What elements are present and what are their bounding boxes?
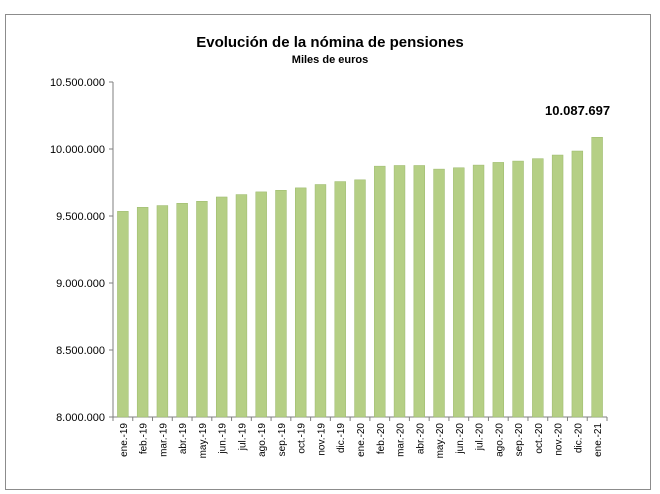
- x-tick-label: may.-20: [435, 423, 446, 459]
- x-tick-label: ene.-20: [356, 423, 367, 457]
- x-tick-label: oct.-19: [297, 423, 308, 454]
- x-tick-label: abr.-20: [415, 423, 426, 455]
- bar: [374, 165, 386, 418]
- y-tick-label: 8.000.000: [56, 412, 105, 424]
- bar: [591, 136, 603, 418]
- bar: [275, 190, 287, 418]
- x-tick-label: sep.-19: [277, 423, 288, 457]
- x-tick-label: abr.-19: [178, 423, 189, 455]
- bar: [255, 191, 267, 418]
- x-tick-label: ago.-19: [257, 423, 268, 457]
- bar: [196, 201, 208, 418]
- x-tick-label: mar.-20: [396, 423, 407, 457]
- bar: [393, 165, 406, 418]
- x-tick-label: jul.-20: [475, 423, 486, 452]
- bar: [176, 203, 188, 418]
- bar: [314, 184, 327, 418]
- x-tick-label: mar.-19: [158, 423, 169, 457]
- y-tick-label: 9.000.000: [56, 278, 105, 290]
- x-tick-label: oct.-20: [534, 423, 545, 454]
- bar: [453, 167, 465, 418]
- bar: [433, 168, 445, 418]
- bar: [551, 154, 564, 418]
- y-tick-label: 10.000.000: [50, 144, 105, 156]
- bar: [117, 211, 129, 418]
- x-tick-label: feb.-19: [139, 423, 150, 455]
- data-label-annotation: 10.087.697: [545, 103, 610, 118]
- x-tick-label: ago.-20: [494, 423, 505, 457]
- bar: [571, 150, 584, 418]
- y-tick-label: 9.500.000: [56, 211, 105, 223]
- x-tick-label: nov.-20: [554, 423, 565, 456]
- x-tick-label: sep.-20: [514, 423, 525, 457]
- y-tick-label: 10.500.000: [50, 77, 105, 89]
- bar: [215, 196, 228, 418]
- x-tick-label: ene.-19: [119, 423, 130, 457]
- x-tick-label: nov.-19: [316, 423, 327, 456]
- x-tick-label: feb.-20: [376, 423, 387, 455]
- y-tick-label: 8.500.000: [56, 345, 105, 357]
- chart-subtitle: Miles de euros: [291, 54, 369, 66]
- x-tick-label: may.-19: [198, 423, 209, 459]
- bar: [413, 165, 425, 418]
- x-tick-label: dic.-20: [573, 423, 584, 453]
- bar: [156, 205, 169, 418]
- bar: [492, 162, 505, 418]
- x-tick-label: jun.-20: [455, 423, 466, 455]
- bar: [334, 181, 346, 418]
- bar: [295, 187, 307, 418]
- chart-title: Evolución de la nómina de pensiones: [196, 34, 464, 51]
- x-tick-label: ene.-21: [593, 423, 604, 457]
- x-tick-label: dic.-19: [336, 423, 347, 453]
- bar: [512, 160, 524, 418]
- bar: [532, 158, 544, 418]
- x-tick-label: jul.-19: [237, 423, 248, 452]
- bar: [136, 207, 149, 418]
- bar: [235, 194, 248, 418]
- bar: [354, 179, 366, 418]
- bar: [472, 164, 485, 418]
- x-tick-label: jun.-19: [218, 423, 229, 455]
